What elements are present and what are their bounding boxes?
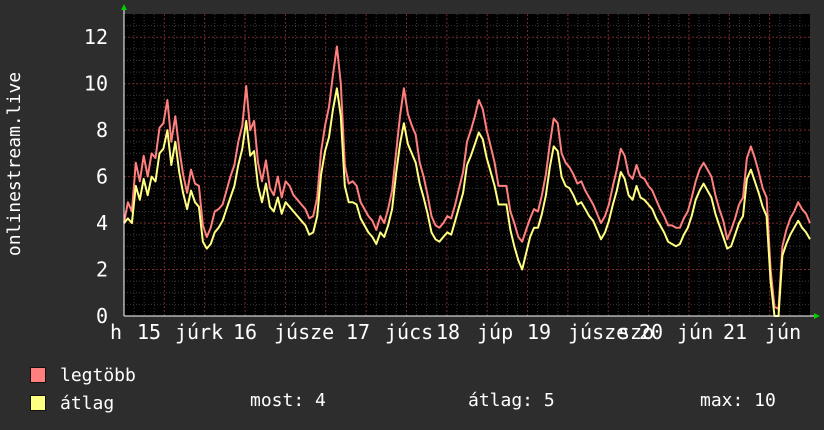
legend-label-avg: átlag [60,392,115,414]
x-tick-label: 15 [137,320,161,344]
stat-max-text: max: 10 [700,390,776,411]
x-axis-arrow [814,313,820,319]
x-tick-label: 18 [436,320,460,344]
legend-swatch-avg [30,395,46,411]
x-tick-label: júsze [274,320,334,344]
legend-label-max: legtöbb [60,364,136,386]
series-line-0 [123,45,811,310]
legend-swatch-max [30,367,46,383]
y-tick-label: 10 [84,72,108,96]
x-tick-label: szo [618,320,654,344]
x-tick-label: 17 [346,320,370,344]
stat-avg-text: átlag: 5 [468,390,555,411]
series-lines [123,45,811,317]
legend-avg: átlag [30,392,114,414]
stat-avg: átlag: 5 [468,390,555,411]
x-tick-label: júp [477,320,513,344]
x-tick-label: júrk [175,320,223,344]
stat-now: most: 4 [250,390,326,411]
x-tick-label: 16 [233,320,257,344]
y-axis-label: onlinestream.live [4,72,25,256]
y-tick-label: 4 [96,211,108,235]
axes [121,4,820,319]
y-tick-label: 8 [96,118,108,142]
tick-labels: 0 2 4 6 8 10 12 h 15 júrk 16 júsze 17 júcs 18 júp 19 júsz… [84,25,801,344]
y-tick-label: 6 [96,165,108,189]
x-tick-label: júsze [568,320,628,344]
x-tick-label: 21 [723,320,747,344]
x-tick-label: 20 [639,320,663,344]
x-tick-label: 19 [527,320,551,344]
y-axis-arrow [121,4,127,10]
series-line-1 [123,87,811,317]
x-tick-label: jún [677,320,713,344]
x-tick-label: jún [765,320,801,344]
x-tick-label: h [110,320,122,344]
y-tick-label: 2 [96,258,108,282]
y-tick-label: 0 [96,304,108,328]
y-tick-label: 12 [84,25,108,49]
x-tick-label: júcs [385,320,433,344]
stat-max: max: 10 [700,390,776,411]
legend-max: legtöbb [30,364,136,386]
stat-now-text: most: 4 [250,390,326,411]
